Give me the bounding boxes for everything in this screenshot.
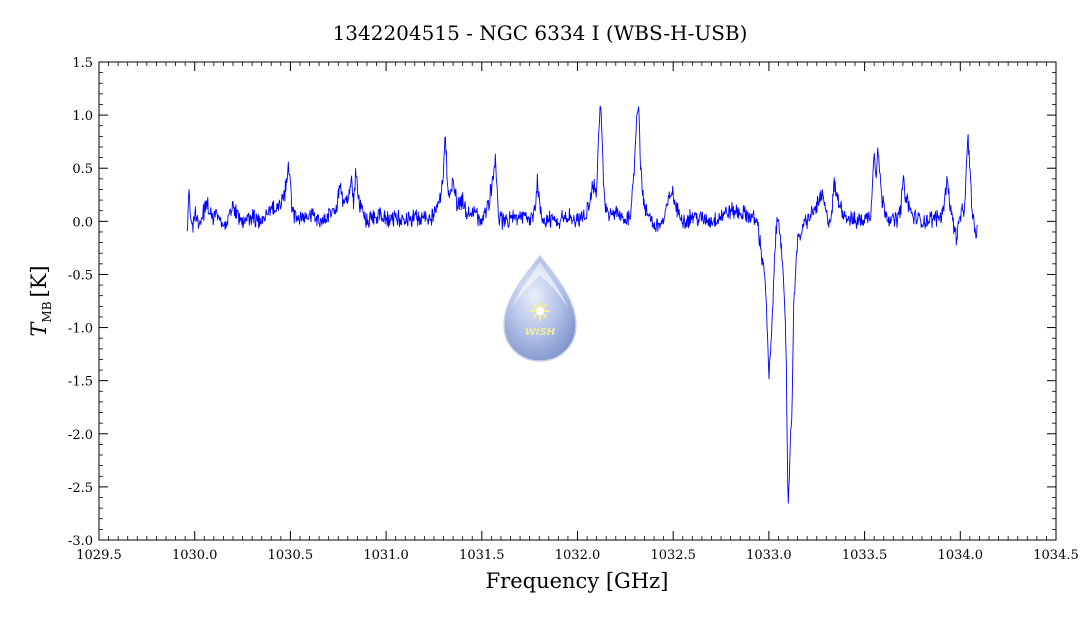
chart-title: 1342204515 - NGC 6334 I (WBS-H-USB) (333, 21, 748, 45)
y-tick-label: 0.0 (72, 215, 93, 230)
x-tick-label: 1032.5 (650, 548, 696, 563)
x-tick-label: 1034.0 (938, 548, 984, 563)
y-tick-label: -3.0 (68, 534, 93, 549)
y-tick-labels: -3.0 -2.5 -2.0 -1.5 -1.0 -0.5 0.0 0.5 1.0 1.5 (68, 56, 93, 549)
x-tick-label: 1030.5 (268, 548, 314, 563)
x-tick-label: 1031.5 (459, 548, 505, 563)
x-tick-label: 1033.0 (746, 548, 792, 563)
y-axis-label: TMB [K] (27, 265, 54, 336)
x-tick-label: 1030.0 (172, 548, 218, 563)
y-tick-label: 1.0 (72, 109, 93, 124)
y-tick-label: -2.0 (68, 428, 93, 443)
x-tick-label: 1034.5 (1033, 548, 1079, 563)
x-tick-label: 1031.0 (363, 548, 409, 563)
x-tick-label: 1029.5 (76, 548, 122, 563)
star-glow (536, 307, 544, 315)
y-tick-label: 1.5 (72, 56, 93, 71)
y-tick-label: -1.0 (68, 322, 93, 337)
spectrum-line (186, 105, 978, 504)
x-tick-label: 1032.0 (555, 548, 601, 563)
y-tick-label: 0.5 (72, 162, 93, 177)
y-axis-subscript: MB (40, 301, 54, 322)
major-ticks (98, 61, 1057, 541)
wish-logo-text: WISH (525, 327, 556, 338)
y-axis-unit: [K] (27, 265, 51, 297)
x-axis-label: Frequency [GHz] (486, 569, 669, 593)
series-layer (186, 105, 978, 504)
y-tick-label: -1.5 (68, 375, 93, 390)
x-tick-labels: 1029.5 1030.0 1030.5 1031.0 1031.5 1032.0 1032… (76, 548, 1079, 563)
drop-highlight (512, 262, 568, 308)
minor-ticks (99, 62, 1056, 540)
y-tick-label: -0.5 (68, 268, 93, 283)
y-axis-symbol: T (27, 321, 51, 337)
y-tick-label: -2.5 (68, 481, 93, 496)
x-tick-label: 1033.5 (842, 548, 888, 563)
plot-frame (98, 61, 1057, 541)
wish-logo: WISH (503, 254, 577, 362)
